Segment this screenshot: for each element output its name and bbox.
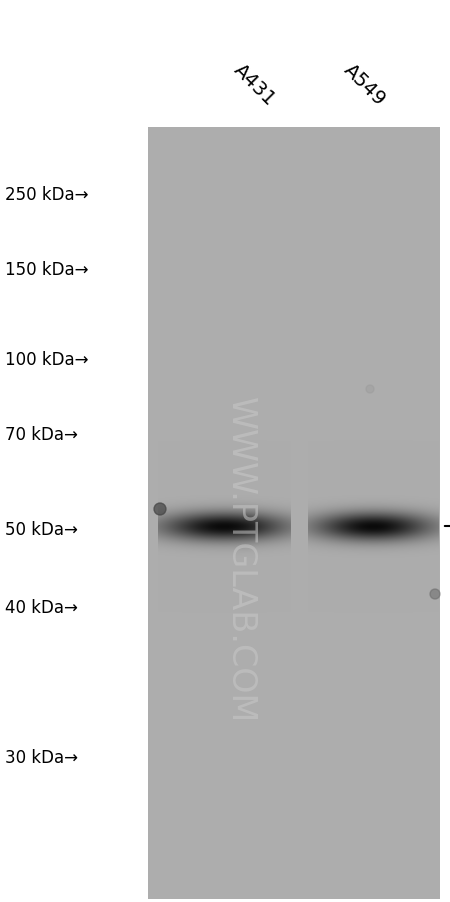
Text: 30 kDa→: 30 kDa→ (5, 748, 78, 766)
Text: 150 kDa→: 150 kDa→ (5, 261, 89, 279)
Text: 40 kDa→: 40 kDa→ (5, 598, 78, 616)
Bar (148, 128, 440, 899)
Text: 70 kDa→: 70 kDa→ (5, 426, 78, 444)
Text: 50 kDa→: 50 kDa→ (5, 520, 78, 538)
Text: 250 kDa→: 250 kDa→ (5, 186, 89, 204)
Text: WWW.PTGLAB.COM: WWW.PTGLAB.COM (224, 397, 256, 723)
Circle shape (366, 385, 374, 393)
Circle shape (154, 503, 166, 515)
Text: A549: A549 (340, 60, 389, 110)
Circle shape (430, 589, 440, 599)
Text: 100 kDa→: 100 kDa→ (5, 351, 89, 369)
Text: A431: A431 (230, 60, 279, 110)
